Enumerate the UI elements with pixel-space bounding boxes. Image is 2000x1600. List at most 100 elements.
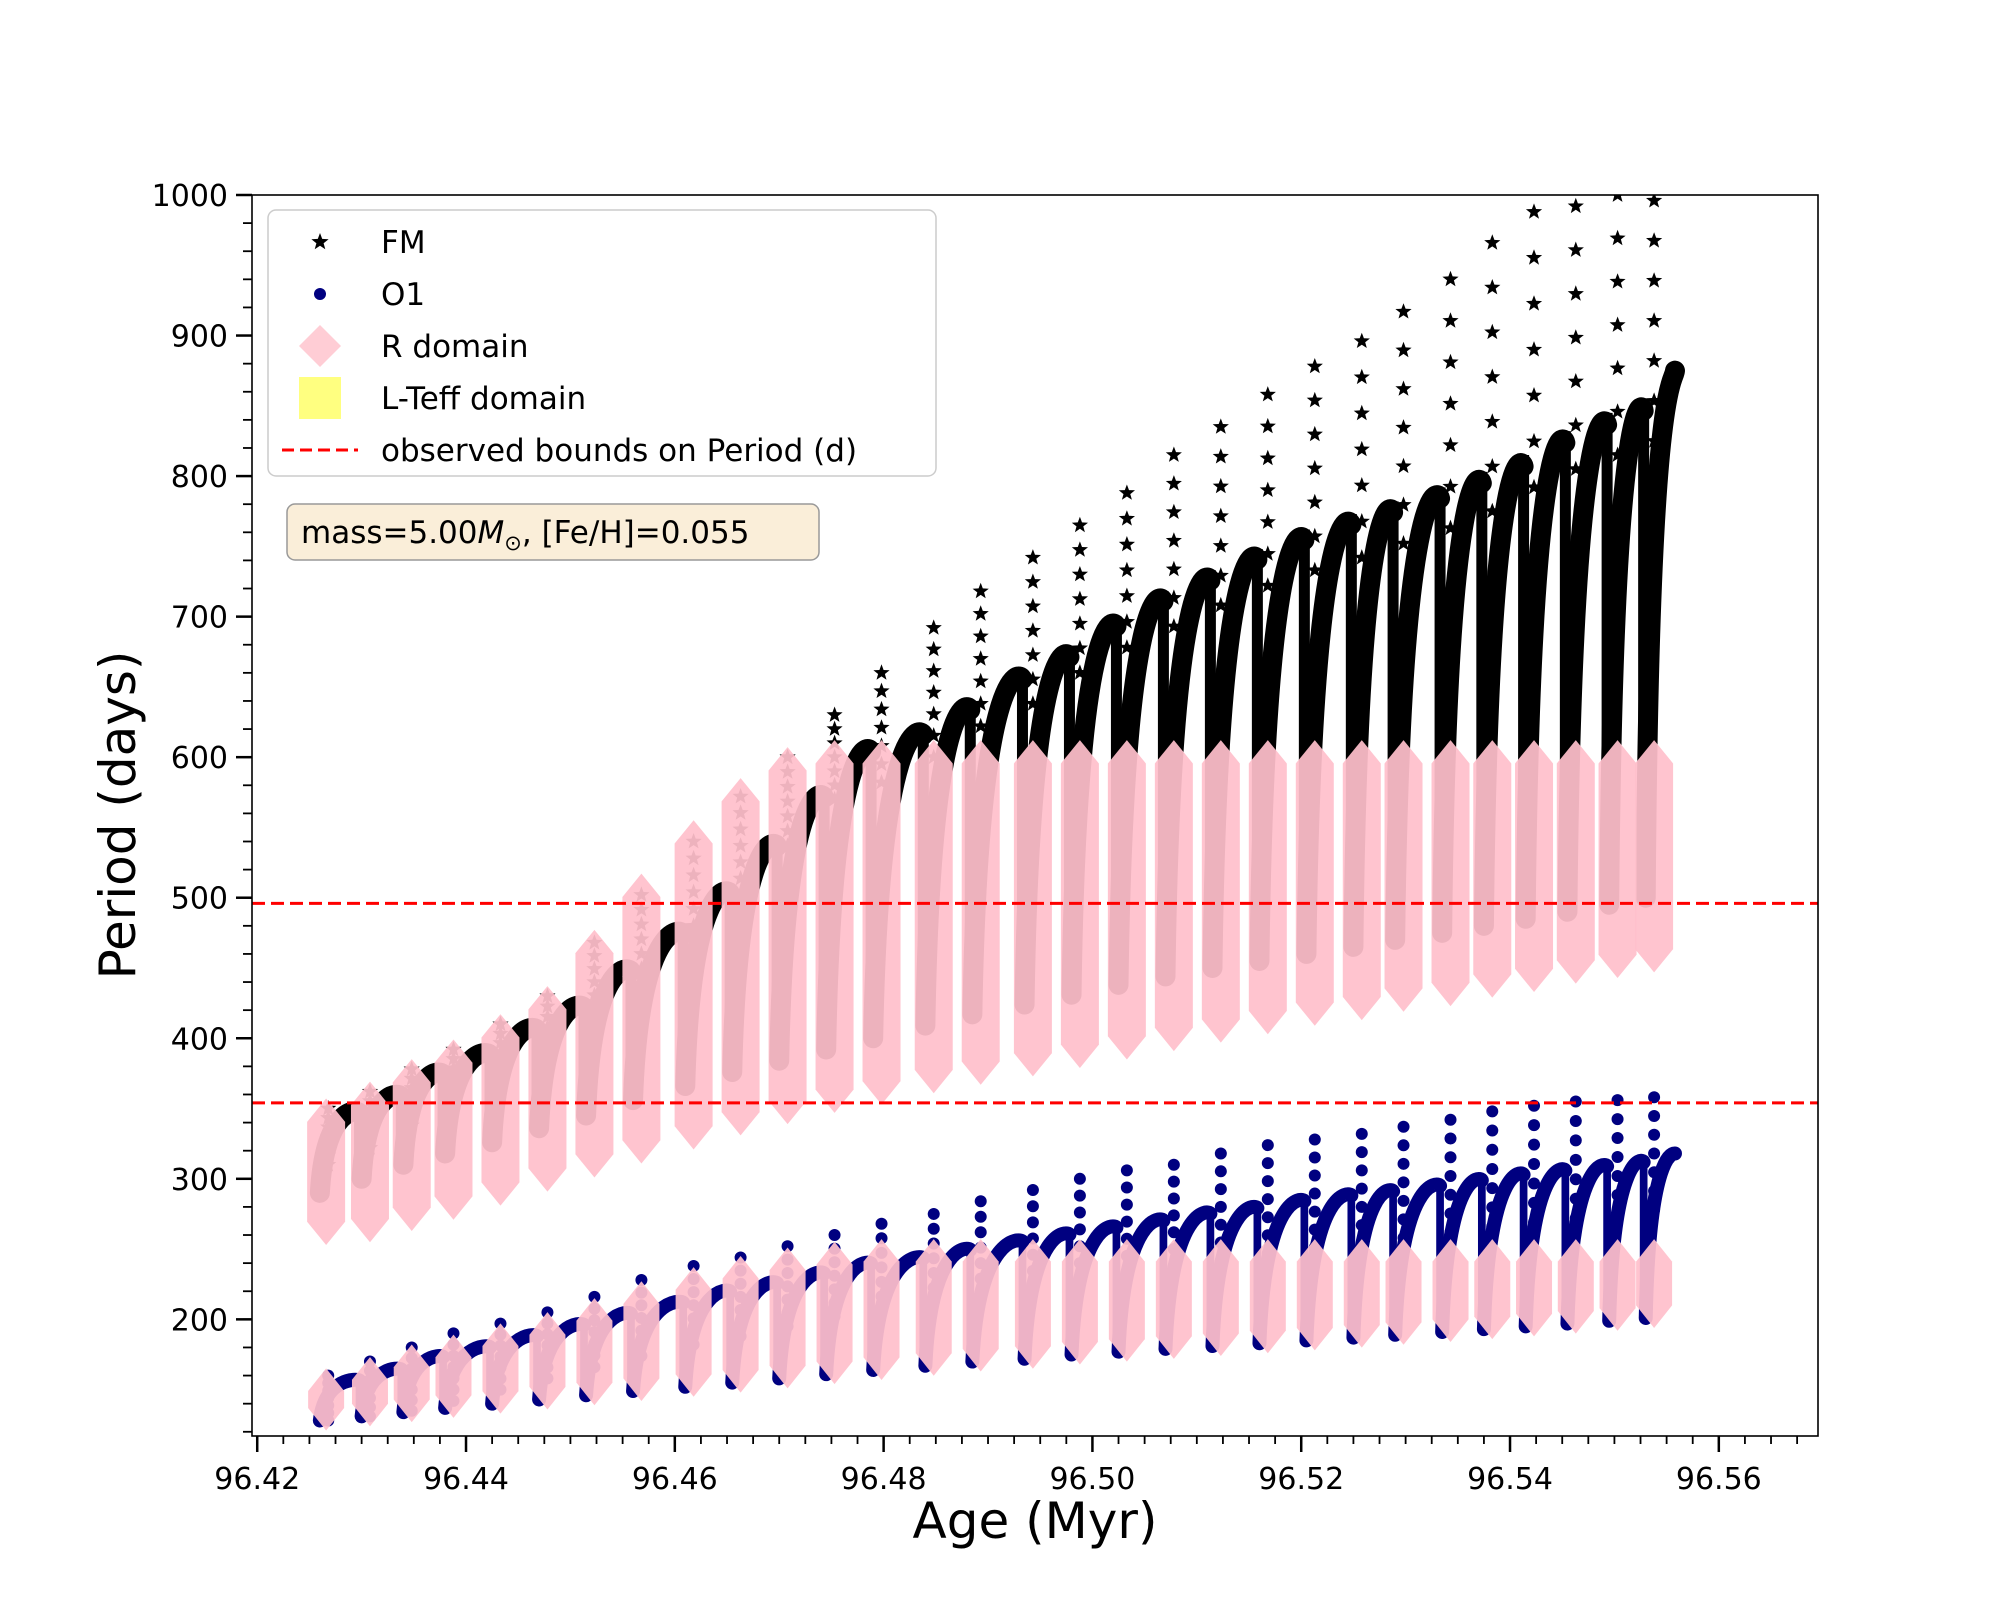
fm-star-point: [1212, 537, 1229, 553]
fm-star-point: [1306, 459, 1323, 476]
fm-star-point: [1259, 481, 1276, 497]
fm-star-point: [1165, 560, 1182, 577]
x-tick-label: 96.50: [1049, 1462, 1135, 1497]
fm-star-point: [1525, 341, 1543, 357]
o1-dot-point: [875, 1217, 888, 1230]
parameter-annotation: mass=5.00M⊙, [Fe/H]=0.055: [286, 503, 820, 561]
fm-star-point: [1259, 513, 1276, 529]
o1-dot-point: [1167, 1158, 1180, 1171]
o1-dot-point: [1214, 1183, 1227, 1196]
fm-star-point: [1442, 312, 1459, 328]
r-domain-column: [1202, 1239, 1239, 1357]
o1-dot-point: [1528, 1158, 1541, 1171]
fm-star-point: [1525, 387, 1543, 403]
y-tick-label: 600: [171, 741, 228, 776]
fm-star-point: [1442, 270, 1459, 287]
fm-star-point: [1353, 513, 1370, 529]
fm-star-point: [1484, 458, 1501, 474]
fm-star-point: [1071, 516, 1088, 533]
fm-star-point: [1567, 416, 1584, 433]
fm-star-point: [1353, 549, 1370, 565]
fm-star-point: [1609, 316, 1626, 332]
fm-star-point: [1024, 646, 1041, 662]
fm-star-point: [1259, 577, 1276, 593]
o1-dot-point: [1355, 1200, 1368, 1213]
o1-dot-point: [1355, 1146, 1368, 1159]
fm-star-point: [1118, 587, 1135, 603]
fm-star-point: [925, 640, 942, 657]
fm-star-point: [1306, 358, 1323, 374]
fm-star-point: [972, 582, 989, 599]
fm-star-point: [1567, 285, 1584, 301]
r-domain-column: [434, 1039, 473, 1220]
r-domain-series: [307, 740, 1674, 1431]
r-domain-column: [1384, 740, 1423, 1012]
o1-dot-point: [1167, 1209, 1180, 1222]
r-domain-column: [307, 1098, 346, 1246]
r-domain-column: [393, 1344, 430, 1423]
fm-star-point: [1212, 567, 1229, 583]
o1-dot-point: [1026, 1216, 1039, 1229]
r-domain-column: [1201, 740, 1240, 1043]
legend-label: R domain: [381, 329, 529, 365]
o1-dot-point: [1569, 1173, 1582, 1186]
fm-star-point: [1646, 392, 1663, 408]
r-domain-column: [1343, 1239, 1380, 1348]
fm-star-point: [1024, 549, 1041, 565]
fm-star-point: [1071, 615, 1088, 631]
r-domain-column: [1431, 740, 1470, 1007]
o1-dot-point: [927, 1207, 940, 1220]
y-tick-label: 500: [171, 882, 228, 917]
o1-dot-point: [1120, 1198, 1133, 1211]
o1-dot-point: [1261, 1211, 1274, 1224]
r-domain-column: [816, 1241, 853, 1385]
fm-star-point: [1395, 457, 1412, 474]
axes: 96.42 96.44 96.46 96.48 96.50 96.52 96.54 96.56…: [152, 179, 1799, 1497]
fm-star-point: [1567, 460, 1584, 476]
fm-star-point: [1395, 535, 1412, 551]
y-tick-label: 1000: [152, 179, 228, 214]
o1-dot-point: [1397, 1157, 1410, 1170]
r-domain-column: [529, 1312, 566, 1410]
o1-dot-point: [1569, 1114, 1582, 1127]
fm-star-point: [1165, 475, 1182, 491]
r-domain-column: [308, 1368, 345, 1431]
o1-dot-point: [974, 1195, 987, 1208]
fm-star-point: [925, 619, 942, 635]
o1-dot-point: [1120, 1232, 1133, 1245]
o1-dot-point: [1611, 1151, 1624, 1164]
o1-dot-point: [1397, 1194, 1410, 1207]
o1-dot-point: [781, 1240, 794, 1253]
o1-dot-point: [1528, 1196, 1541, 1209]
o1-dot-point: [1120, 1215, 1133, 1228]
annotation-text: mass=5.00M⊙, [Fe/H]=0.055: [301, 515, 749, 555]
fm-star-point: [1609, 229, 1626, 246]
fm-star-point: [972, 695, 989, 711]
o1-dot-point: [1611, 1169, 1624, 1182]
fm-star-point: [972, 717, 989, 734]
fm-star-point: [1306, 493, 1323, 510]
y-tick-label: 200: [171, 1303, 228, 1338]
o1-dot-point: [1261, 1229, 1274, 1242]
fm-star-point: [1071, 639, 1088, 656]
r-domain-column: [392, 1059, 431, 1231]
annotation-mass-symbol: M: [478, 515, 505, 551]
r-domain-column: [962, 1239, 999, 1372]
o1-dot-point: [1214, 1147, 1227, 1160]
fm-star-point: [1442, 395, 1459, 411]
y-tick-label: 400: [171, 1022, 228, 1057]
o1-dot-point: [687, 1259, 700, 1272]
o1-dot-point: [974, 1210, 987, 1223]
r-domain-column: [815, 740, 854, 1113]
fm-star-point: [1353, 404, 1370, 421]
o1-dot-point: [1648, 1147, 1661, 1160]
fm-star-point: [1646, 432, 1663, 448]
r-domain-column: [863, 1239, 900, 1380]
o1-dot-point: [1308, 1169, 1321, 1182]
legend-label: observed bounds on Period (d): [381, 433, 857, 469]
fm-star-point: [1612, 195, 1623, 202]
fm-star-point: [1353, 368, 1370, 385]
o1-dot-point: [1214, 1165, 1227, 1178]
fm-star-point: [1442, 436, 1459, 452]
fm-star-point: [1442, 519, 1459, 535]
